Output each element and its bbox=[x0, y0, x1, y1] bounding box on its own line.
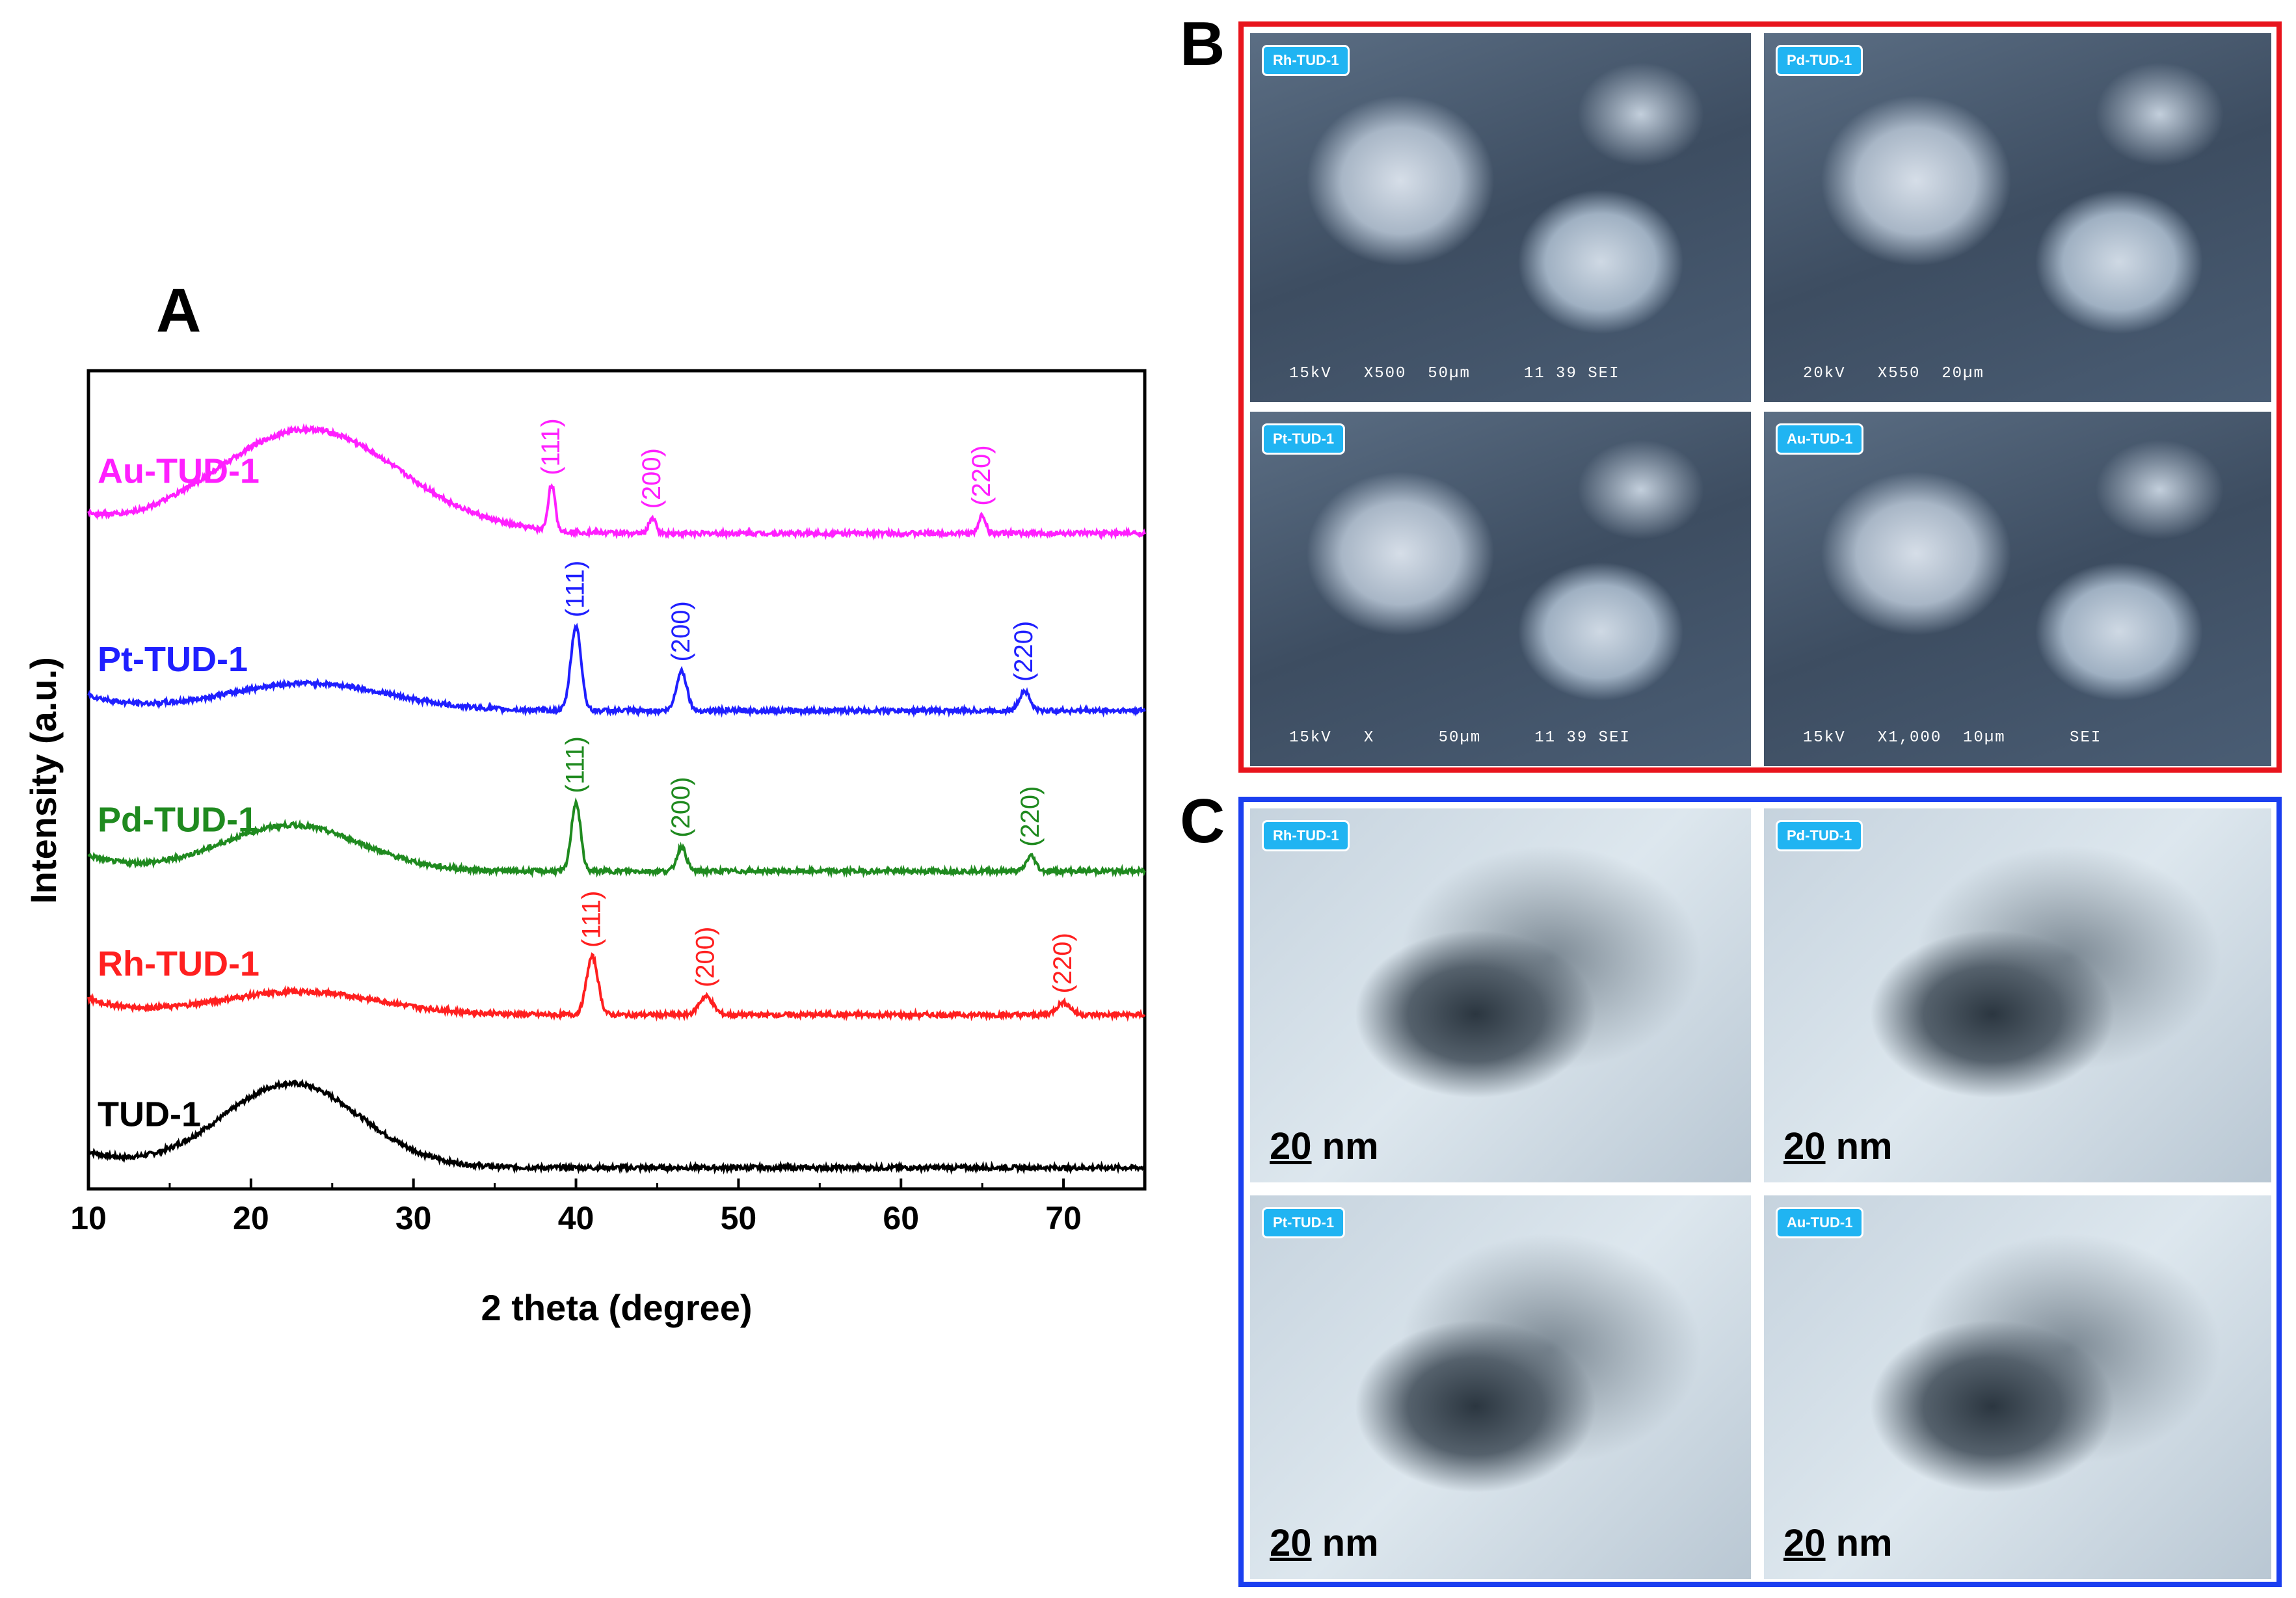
scale-unit: nm bbox=[1311, 1125, 1379, 1167]
image-tag: Rh-TUD-1 bbox=[1262, 45, 1350, 76]
hkl-label: (220) bbox=[1016, 786, 1045, 847]
hkl-label: (111) bbox=[578, 891, 606, 948]
hkl-label: (220) bbox=[1048, 933, 1077, 993]
x-tick-label: 30 bbox=[395, 1200, 432, 1236]
scale-bar-label: 20 nm bbox=[1783, 1521, 1893, 1565]
series-label: Pt-TUD-1 bbox=[98, 640, 248, 679]
image-tag: Pd-TUD-1 bbox=[1776, 820, 1863, 851]
x-axis-title: 2 theta (degree) bbox=[481, 1287, 753, 1328]
sem-info-bar: 15kV X500 50µm 11 39 SEI bbox=[1289, 365, 1620, 382]
sem-image-rh: Rh-TUD-1 15kV X500 50µm 11 39 SEI bbox=[1250, 33, 1751, 402]
x-tick-label: 70 bbox=[1045, 1200, 1082, 1236]
x-tick-label: 60 bbox=[883, 1200, 919, 1236]
scale-number: 20 bbox=[1783, 1125, 1826, 1167]
hkl-label: (220) bbox=[1009, 621, 1038, 682]
sem-image-au: Au-TUD-1 15kV X1,000 10µm SEI bbox=[1764, 412, 2271, 766]
sem-info-bar: 15kV X 50µm 11 39 SEI bbox=[1289, 729, 1631, 747]
hkl-label: (220) bbox=[967, 445, 996, 505]
image-tag: Au-TUD-1 bbox=[1776, 423, 1864, 455]
scale-number: 20 bbox=[1270, 1522, 1312, 1564]
scale-unit: nm bbox=[1825, 1125, 1893, 1167]
x-tick-label: 40 bbox=[558, 1200, 594, 1236]
series-line-pd-tud-1 bbox=[87, 797, 1146, 879]
series-labels: TUD-1 Rh-TUD-1 Pd-TUD-1 Pt-TUD-1 Au-TUD-1 bbox=[98, 451, 260, 1134]
scale-number: 20 bbox=[1783, 1522, 1826, 1564]
sem-info-bar: 20kV X550 20µm bbox=[1803, 365, 1984, 382]
hkl-label: (111) bbox=[561, 561, 590, 617]
hkl-label: (200) bbox=[691, 927, 719, 987]
series-label: Rh-TUD-1 bbox=[98, 944, 260, 983]
image-tag: Au-TUD-1 bbox=[1776, 1207, 1864, 1238]
hkl-label: (200) bbox=[667, 777, 695, 837]
scale-unit: nm bbox=[1311, 1522, 1379, 1564]
x-tick-label: 10 bbox=[70, 1200, 107, 1236]
image-tag: Pd-TUD-1 bbox=[1776, 45, 1863, 76]
tem-panel: Rh-TUD-1 20 nm Pd-TUD-1 20 nm Pt-TUD-1 2… bbox=[1238, 797, 2282, 1587]
scale-number: 20 bbox=[1270, 1125, 1312, 1167]
hkl-label: (200) bbox=[667, 601, 695, 661]
image-tag: Pt-TUD-1 bbox=[1262, 1207, 1346, 1238]
image-tag: Rh-TUD-1 bbox=[1262, 820, 1350, 851]
panel-b-label: B bbox=[1180, 9, 1225, 79]
scale-bar-label: 20 nm bbox=[1270, 1125, 1379, 1168]
series-line-au-tud-1 bbox=[87, 423, 1146, 541]
hkl-label: (111) bbox=[561, 736, 590, 793]
scale-bar-label: 20 nm bbox=[1783, 1125, 1893, 1168]
tem-image-pt: Pt-TUD-1 20 nm bbox=[1250, 1195, 1751, 1579]
sem-info-bar: 15kV X1,000 10µm SEI bbox=[1803, 729, 2102, 747]
scale-bar-label: 20 nm bbox=[1270, 1521, 1379, 1565]
hkl-label: (111) bbox=[537, 418, 565, 475]
plot-frame bbox=[87, 369, 1147, 1191]
x-tick-label: 20 bbox=[233, 1200, 269, 1236]
hkl-label: (200) bbox=[637, 448, 666, 509]
panel-c-label: C bbox=[1180, 786, 1225, 856]
series-label: TUD-1 bbox=[98, 1095, 201, 1134]
tem-image-rh: Rh-TUD-1 20 nm bbox=[1250, 808, 1751, 1182]
hkl-labels: (111) (200) (220) (111) (200) (220) (111) (200)… bbox=[537, 418, 1077, 993]
xrd-chart: A 10 20 30 40 50 60 70 TUD-1 Rh-TUD-1 Pd-TUD-1 Pt… bbox=[23, 276, 1147, 1328]
series-line-pt-tud-1 bbox=[87, 622, 1146, 718]
x-tick-label: 50 bbox=[721, 1200, 757, 1236]
sem-image-pd: Pd-TUD-1 20kV X550 20µm bbox=[1764, 33, 2271, 402]
series-line-rh-tud-1 bbox=[87, 952, 1146, 1022]
series-label: Au-TUD-1 bbox=[98, 451, 260, 490]
tem-image-au: Au-TUD-1 20 nm bbox=[1764, 1195, 2271, 1579]
series-label: Pd-TUD-1 bbox=[98, 801, 258, 840]
series-line-tud-1 bbox=[88, 1078, 1146, 1175]
y-axis-title: Intensity (a.u.) bbox=[23, 657, 64, 904]
x-axis-ticks: 10 20 30 40 50 60 70 bbox=[70, 1179, 1082, 1236]
tem-image-pd: Pd-TUD-1 20 nm bbox=[1764, 808, 2271, 1182]
image-tag: Pt-TUD-1 bbox=[1262, 423, 1346, 455]
sem-image-pt: Pt-TUD-1 15kV X 50µm 11 39 SEI bbox=[1250, 412, 1751, 766]
panel-a-label: A bbox=[156, 276, 201, 345]
scale-unit: nm bbox=[1825, 1522, 1893, 1564]
sem-panel: Rh-TUD-1 15kV X500 50µm 11 39 SEI Pd-TUD… bbox=[1238, 21, 2282, 773]
xrd-traces bbox=[87, 423, 1146, 1175]
